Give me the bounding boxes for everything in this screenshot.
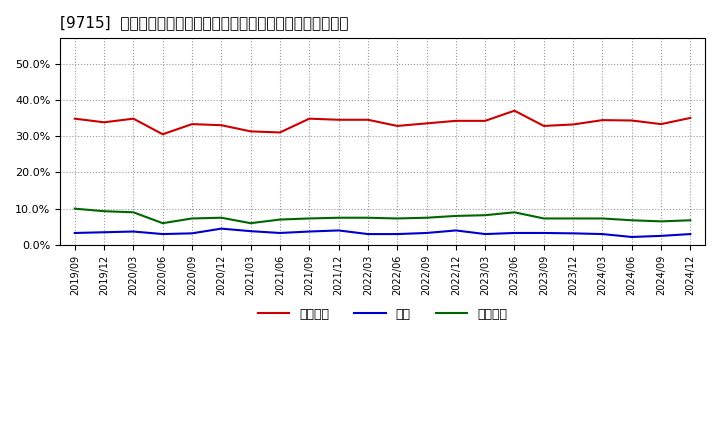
売上債権: [158, 132, 167, 137]
買入債務: [451, 213, 460, 219]
在庫: [364, 231, 372, 237]
Legend: 売上債権, 在庫, 買入債務: 売上債権, 在庫, 買入債務: [253, 303, 512, 326]
売上債権: [276, 130, 284, 135]
買入債務: [305, 216, 314, 221]
売上債権: [598, 117, 607, 123]
買入債務: [393, 216, 402, 221]
売上債権: [100, 120, 109, 125]
売上債権: [246, 129, 255, 134]
売上債権: [129, 116, 138, 121]
在庫: [598, 231, 607, 237]
在庫: [481, 231, 490, 237]
売上債権: [539, 123, 548, 128]
売上債権: [657, 121, 665, 127]
買入債務: [539, 216, 548, 221]
売上債権: [188, 121, 197, 127]
売上債権: [71, 116, 79, 121]
買入債務: [627, 218, 636, 223]
在庫: [188, 231, 197, 236]
売上債権: [627, 118, 636, 123]
売上債権: [364, 117, 372, 122]
在庫: [100, 230, 109, 235]
在庫: [334, 228, 343, 233]
売上債権: [569, 122, 577, 127]
買入債務: [481, 213, 490, 218]
買入債務: [100, 209, 109, 214]
買入債務: [188, 216, 197, 221]
在庫: [627, 235, 636, 240]
在庫: [451, 228, 460, 233]
在庫: [422, 230, 431, 235]
買入債務: [657, 219, 665, 224]
在庫: [129, 229, 138, 234]
在庫: [276, 230, 284, 235]
買入債務: [158, 220, 167, 226]
在庫: [158, 231, 167, 237]
在庫: [246, 228, 255, 234]
買入債務: [129, 209, 138, 215]
Text: [9715]  売上債権、在庫、買入債務の総資産に対する比率の推移: [9715] 売上債権、在庫、買入債務の総資産に対する比率の推移: [60, 15, 348, 30]
在庫: [217, 226, 225, 231]
売上債権: [393, 123, 402, 128]
買入債務: [276, 217, 284, 222]
売上債権: [422, 121, 431, 126]
売上債権: [217, 123, 225, 128]
買入債務: [364, 215, 372, 220]
在庫: [569, 231, 577, 236]
在庫: [686, 231, 695, 237]
Line: 在庫: 在庫: [75, 229, 690, 237]
在庫: [510, 230, 519, 235]
買入債務: [334, 215, 343, 220]
売上債権: [481, 118, 490, 124]
買入債務: [217, 215, 225, 220]
売上債権: [686, 115, 695, 121]
在庫: [305, 229, 314, 234]
買入債務: [598, 216, 607, 221]
買入債務: [569, 216, 577, 221]
在庫: [539, 230, 548, 235]
買入債務: [71, 206, 79, 211]
売上債権: [451, 118, 460, 124]
売上債権: [510, 108, 519, 114]
売上債権: [334, 117, 343, 122]
Line: 売上債権: 売上債権: [75, 111, 690, 134]
Line: 買入債務: 買入債務: [75, 209, 690, 223]
在庫: [393, 231, 402, 237]
買入債務: [246, 220, 255, 226]
買入債務: [510, 209, 519, 215]
売上債権: [305, 116, 314, 121]
在庫: [657, 233, 665, 238]
在庫: [71, 230, 79, 235]
買入債務: [422, 215, 431, 220]
買入債務: [686, 218, 695, 223]
